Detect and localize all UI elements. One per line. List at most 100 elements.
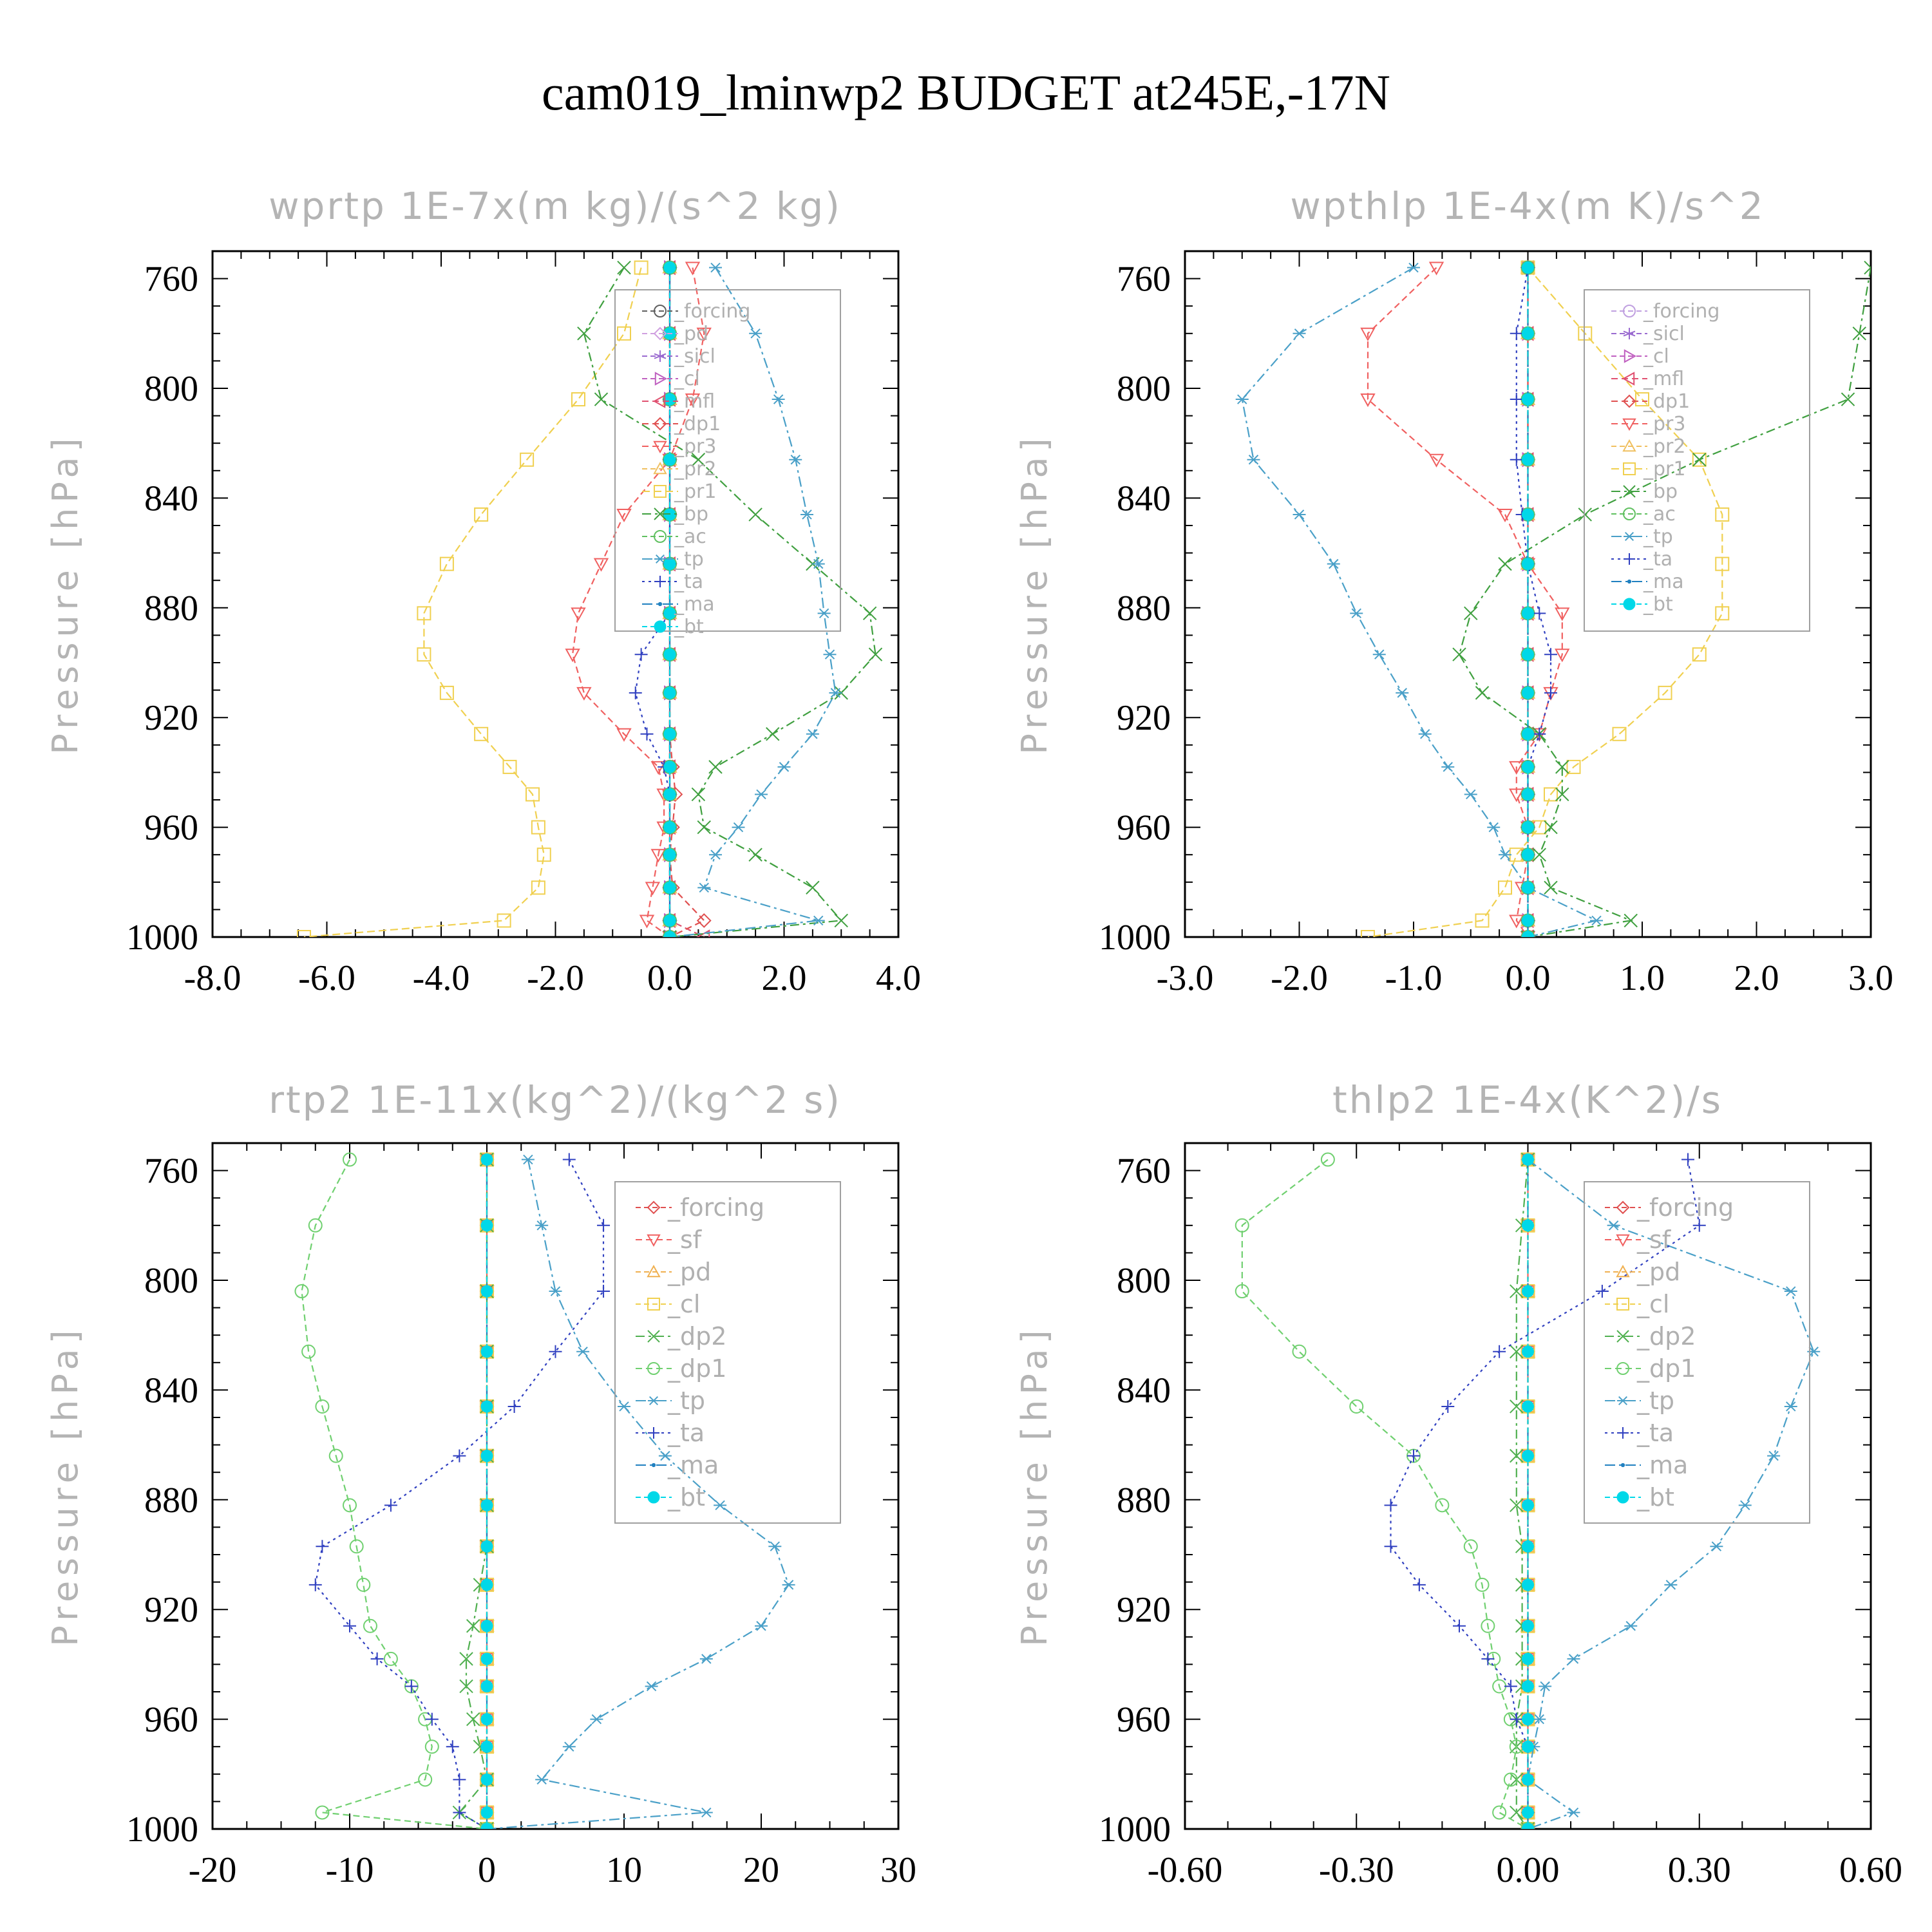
x-tick-label: 1.0 (1620, 958, 1665, 998)
data-point (1522, 822, 1534, 833)
data-point (1499, 558, 1511, 571)
series-group (1236, 1153, 1821, 1835)
data-point (1522, 1401, 1534, 1412)
y-axis-label: Pressure [hPa] (45, 1325, 86, 1646)
data-point (664, 882, 676, 893)
data-point (1842, 393, 1855, 406)
data-point (709, 850, 722, 859)
legend-label: _forcing (674, 300, 750, 323)
data-point (384, 1499, 397, 1511)
data-point (700, 1808, 713, 1817)
legend-label: _sicl (1643, 323, 1685, 345)
data-point (635, 648, 648, 661)
x-tick-label: -3.0 (1157, 958, 1214, 998)
legend-marker (1624, 328, 1635, 339)
data-point (364, 1620, 377, 1633)
data-point (1453, 648, 1466, 661)
legend-label: _tp (667, 1387, 705, 1415)
legend-label: _ta (1643, 548, 1672, 571)
data-point (1293, 510, 1306, 519)
legend-label: _ma (674, 593, 715, 616)
legend-label: _cl (667, 1290, 700, 1318)
data-point (481, 1741, 493, 1752)
series-line (1517, 1160, 1528, 1829)
data-point (1413, 1578, 1426, 1591)
legend-marker (1624, 598, 1635, 610)
legend-entry: _cl (1611, 345, 1669, 368)
y-tick-label: 760 (1117, 260, 1171, 299)
panel-title: rtp2 1E-11x(kg^2)/(kg^2 s) (269, 1078, 842, 1122)
data-point (1522, 761, 1534, 773)
series-ta (1510, 261, 1557, 943)
y-axis-label: Pressure [hPa] (1014, 433, 1055, 754)
legend-entry: _pr3 (642, 435, 716, 458)
legend-entry: _pr1 (642, 480, 716, 503)
x-tick-label: 4.0 (876, 958, 921, 998)
y-tick-label: 840 (144, 478, 198, 518)
legend-label: _pd (674, 323, 708, 345)
data-point (1522, 1653, 1534, 1665)
legend-label: _bt (1636, 1483, 1674, 1511)
y-tick-label: 840 (1117, 478, 1171, 518)
data-point (1522, 1579, 1534, 1591)
series-line (636, 268, 670, 937)
data-point (481, 1823, 493, 1835)
legend-entry: _forcing (642, 300, 750, 323)
data-point (1464, 790, 1477, 799)
series-ta (309, 1153, 610, 1835)
chart-panel-3: rtp2 1E-11x(kg^2)/(kg^2 s) Pressure [hPa]… (45, 1078, 916, 1890)
legend-marker (654, 576, 666, 587)
data-point (664, 788, 676, 800)
legend-entry: _dp1 (1611, 390, 1690, 413)
data-point (1522, 849, 1534, 860)
chart-panel-4: thlp2 1E-4x(K^2)/sPressure [hPa]76080084… (1014, 1078, 1902, 1890)
y-tick-label: 760 (1117, 1151, 1171, 1191)
data-point (1522, 509, 1534, 520)
data-point (768, 1542, 781, 1551)
y-tick-label: 1000 (1099, 918, 1171, 958)
data-point (1396, 688, 1408, 697)
series-line (487, 1160, 789, 1829)
y-axis-label: Pressure [hPa] (45, 433, 86, 754)
y-tick-label: 960 (1117, 1700, 1171, 1740)
series-line (459, 1160, 487, 1829)
data-point (309, 1578, 322, 1591)
legend-marker (1617, 1427, 1629, 1439)
legend-entry: _sf (1605, 1226, 1672, 1254)
x-tick-label: -0.30 (1319, 1850, 1394, 1890)
legend-marker (648, 1492, 659, 1503)
legend-entry: _tp (1611, 526, 1673, 548)
legend-marker (648, 1397, 659, 1405)
data-point (1522, 1450, 1534, 1462)
y-tick-label: 1000 (126, 1810, 198, 1850)
legend-entry: _pd (636, 1258, 711, 1286)
data-point (1522, 1346, 1534, 1358)
data-point (1522, 558, 1534, 570)
data-point (664, 914, 676, 926)
data-point (664, 728, 676, 740)
y-tick-label: 920 (1117, 1590, 1171, 1630)
data-point (1544, 648, 1557, 661)
data-point (1522, 1540, 1534, 1552)
data-point (1522, 1741, 1534, 1752)
data-point (818, 609, 831, 618)
x-tick-label: -6.0 (298, 958, 355, 998)
legend-label: _ac (1643, 503, 1676, 526)
legend: _forcing_pd_sicl_cl_mfl_dp1_pr3_pr2_pr1_… (615, 290, 840, 638)
y-tick-label: 800 (144, 1261, 198, 1301)
legend-label: _sicl (674, 345, 715, 368)
data-point (664, 761, 676, 773)
legend-entry: _forcing (1605, 1193, 1734, 1222)
x-tick-label: -0.60 (1148, 1850, 1223, 1890)
legend-label: _sf (1636, 1226, 1672, 1254)
y-tick-label: 920 (1117, 698, 1171, 738)
x-tick-label: -20 (189, 1850, 237, 1890)
data-point (732, 823, 745, 832)
data-point (597, 1219, 610, 1232)
series-pr1 (298, 261, 648, 943)
series-dp1 (1236, 1153, 1535, 1835)
legend-label: _forcing (667, 1193, 764, 1222)
series-dp1 (295, 1153, 493, 1835)
data-point (1544, 881, 1557, 894)
data-point (481, 1714, 493, 1725)
